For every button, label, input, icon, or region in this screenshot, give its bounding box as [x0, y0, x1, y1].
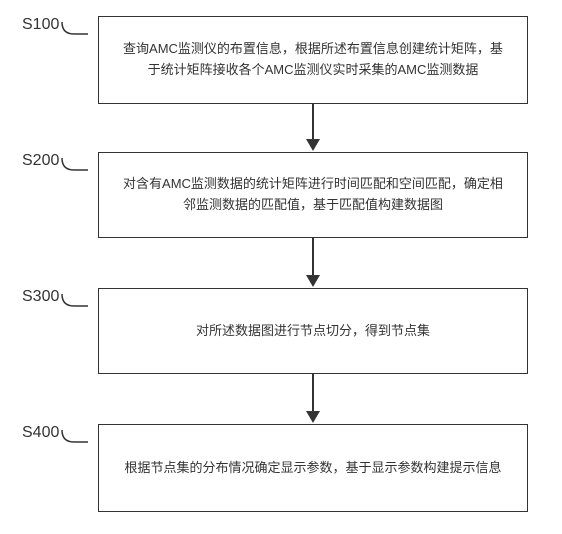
step-4-text: 根据节点集的分布情况确定显示参数，基于显示参数构建提示信息 — [124, 458, 501, 479]
step-1-text: 查询AMC监测仪的布置信息，根据所述布置信息创建统计矩阵，基于统计矩阵接收各个A… — [117, 39, 509, 81]
arrow-line — [312, 104, 314, 140]
arrow-line — [312, 238, 314, 276]
step-4-label: S400 — [22, 424, 59, 442]
step-2-label-text: S200 — [22, 152, 59, 169]
step-2: S200 — [22, 152, 67, 170]
arrow-line — [312, 374, 314, 412]
label-curve-icon — [60, 20, 90, 48]
step-3-label-text: S300 — [22, 288, 59, 305]
step-4: S400 — [22, 424, 67, 442]
arrow-2 — [306, 238, 320, 287]
step-1-label-text: S100 — [22, 16, 59, 33]
step-2-label: S200 — [22, 152, 59, 170]
step-3-label: S300 — [22, 288, 59, 306]
step-2-box: 对含有AMC监测数据的统计矩阵进行时间匹配和空间匹配，确定相邻监测数据的匹配值，… — [98, 152, 528, 238]
label-curve-icon — [60, 156, 90, 184]
step-4-label-text: S400 — [22, 424, 59, 441]
step-2-text: 对含有AMC监测数据的统计矩阵进行时间匹配和空间匹配，确定相邻监测数据的匹配值，… — [117, 174, 509, 216]
arrow-1 — [306, 104, 320, 151]
step-3-text: 对所述数据图进行节点切分，得到节点集 — [196, 321, 430, 342]
arrow-head-icon — [306, 275, 320, 287]
arrow-head-icon — [306, 139, 320, 151]
step-4-box: 根据节点集的分布情况确定显示参数，基于显示参数构建提示信息 — [98, 424, 528, 512]
label-curve-icon — [60, 428, 90, 456]
step-3: S300 — [22, 288, 67, 306]
step-1-box: 查询AMC监测仪的布置信息，根据所述布置信息创建统计矩阵，基于统计矩阵接收各个A… — [98, 16, 528, 104]
arrow-3 — [306, 374, 320, 423]
flowchart-container: S100 查询AMC监测仪的布置信息，根据所述布置信息创建统计矩阵，基于统计矩阵… — [0, 0, 562, 534]
arrow-head-icon — [306, 411, 320, 423]
step-1: S100 — [22, 16, 67, 34]
step-1-label: S100 — [22, 16, 59, 34]
label-curve-icon — [60, 292, 90, 320]
step-3-box: 对所述数据图进行节点切分，得到节点集 — [98, 288, 528, 374]
